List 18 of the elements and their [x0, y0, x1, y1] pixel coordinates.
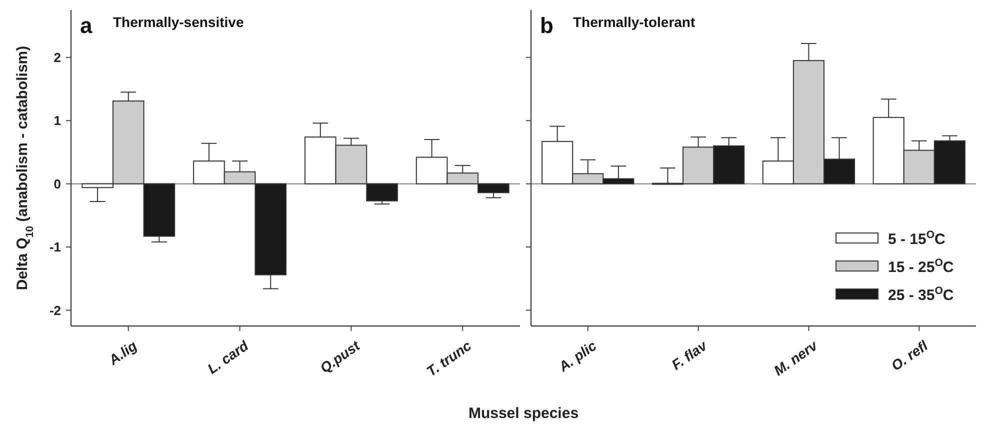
x-tick-label: F. flav — [668, 336, 711, 373]
y-tick-label: 2 — [54, 50, 61, 65]
chart-title: Thermally-sensitive — [113, 14, 244, 30]
annotation: b — [540, 13, 554, 38]
y-tick-label: 1 — [54, 113, 61, 128]
x-tick-label: O. refl — [888, 336, 932, 374]
x-tick-label: M. nerv — [770, 336, 822, 379]
y-tick-label: -2 — [49, 302, 61, 318]
annotation: a — [80, 13, 93, 38]
x-axis-title: Mussel species — [468, 405, 579, 422]
x-tick-label: A.lig — [104, 337, 140, 368]
chart-title: Thermally-tolerant — [573, 14, 696, 30]
legend-label: 15 - 25$^{O}$C — [888, 257, 954, 276]
y-tick-label: 0 — [54, 176, 61, 192]
legend-label: 25 - 35$^{O}$C — [888, 285, 954, 304]
legend-label: 5 - 15$^{O}$C — [888, 229, 946, 248]
y-tick-label: -1 — [49, 240, 61, 255]
x-tick-label: A. plic — [554, 337, 600, 376]
